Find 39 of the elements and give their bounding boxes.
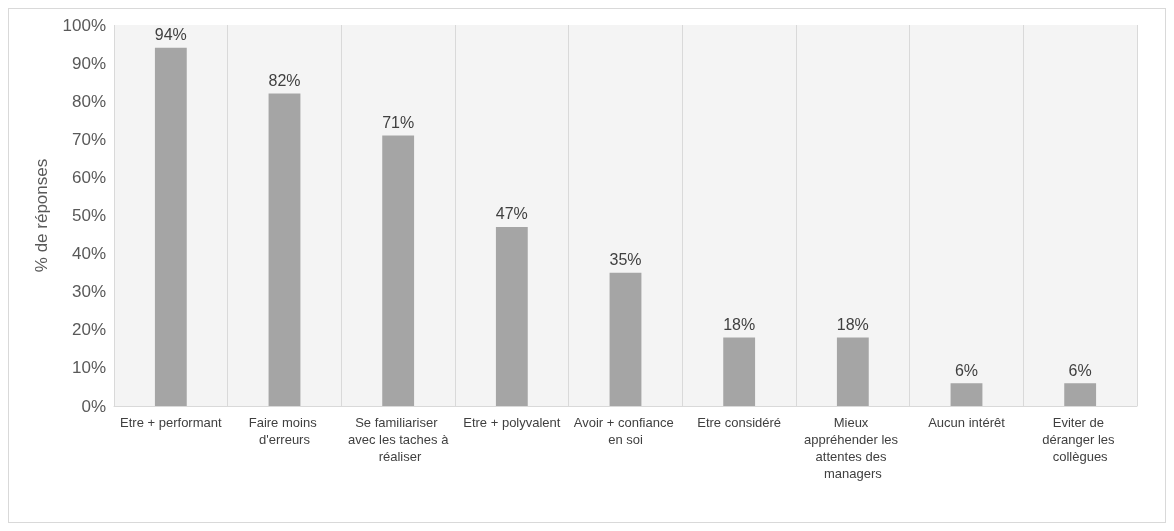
bar	[382, 135, 415, 406]
data-label: 35%	[609, 251, 642, 269]
data-label: 82%	[268, 72, 301, 90]
y-tick-label: 50%	[71, 206, 106, 225]
y-tick-label: 40%	[71, 244, 106, 264]
x-tick-label: Avoir + confiance en soi	[573, 415, 678, 447]
y-tick-label: 20%	[71, 320, 106, 340]
bar	[836, 337, 869, 406]
data-label: 18%	[836, 315, 869, 333]
x-tick-label: Aucun intérêt	[928, 415, 1006, 430]
y-tick-label: 60%	[71, 167, 106, 187]
bar	[154, 47, 187, 406]
data-label: 71%	[382, 113, 415, 131]
x-tick-label: Se familiariser avec les taches à réaliser	[347, 415, 450, 464]
bar	[1064, 383, 1097, 406]
bar	[950, 383, 983, 406]
y-tick-label: 30%	[71, 282, 106, 302]
bar	[609, 272, 642, 406]
x-tick-label: Faire moins d'erreurs	[248, 415, 321, 447]
y-tick-label: 90%	[71, 53, 106, 73]
data-label: 47%	[495, 205, 528, 223]
bar	[268, 93, 301, 406]
data-label: 94%	[154, 26, 187, 44]
y-axis-title: % de réponses	[32, 158, 51, 273]
y-tick-label: 80%	[71, 91, 106, 111]
bar	[495, 226, 528, 406]
y-tick-label: 10%	[71, 358, 106, 378]
y-tick-label: 100%	[62, 15, 106, 35]
data-label: 6%	[1068, 361, 1092, 379]
data-label: 18%	[723, 315, 756, 333]
x-tick-label: Etre + polyvalent	[463, 415, 561, 430]
data-label: 6%	[954, 361, 979, 379]
y-tick-label: 0%	[81, 396, 106, 416]
x-tick-label: Etre considéré	[697, 415, 782, 430]
y-tick-label: 70%	[71, 129, 106, 149]
x-tick-label: Eviter de déranger les collègues	[1042, 415, 1119, 464]
x-tick-label: Mieux appréhender les attentes des managers	[804, 415, 902, 481]
bar	[723, 337, 756, 406]
x-tick-label: Etre + performant	[120, 415, 222, 430]
